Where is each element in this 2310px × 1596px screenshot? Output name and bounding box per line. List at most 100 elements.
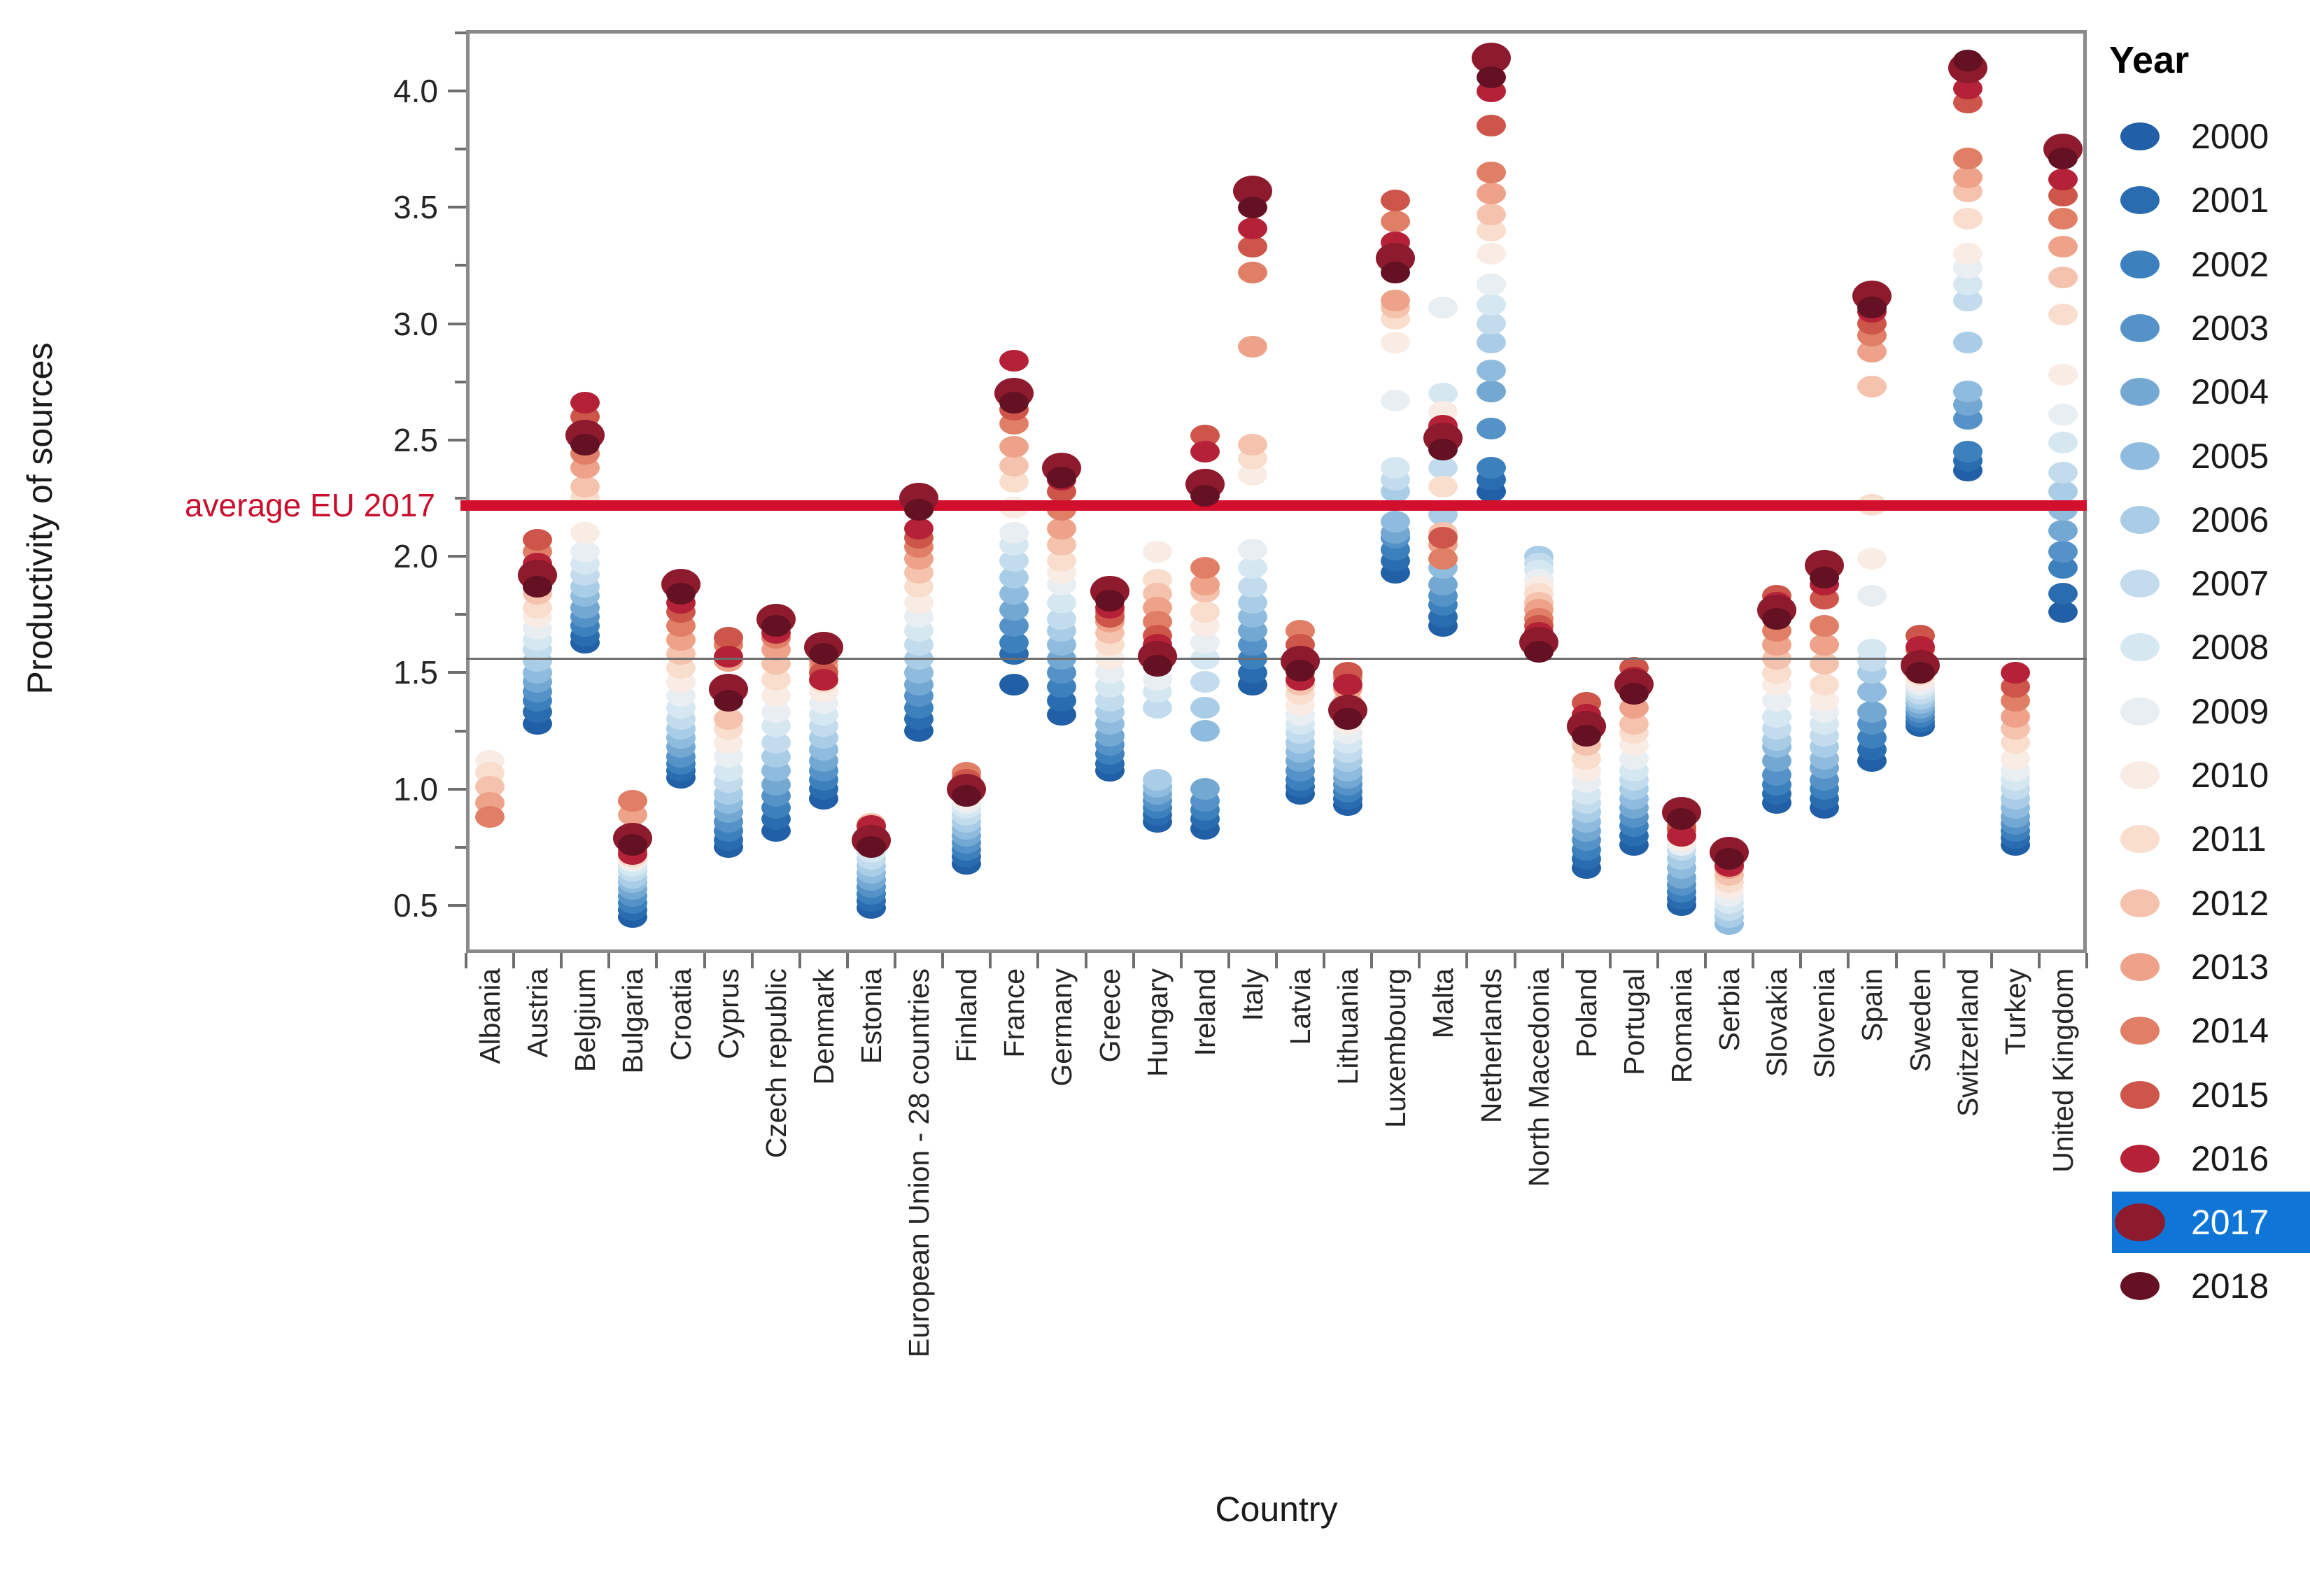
legend-item-2015[interactable]: 2015 <box>2097 1064 2310 1126</box>
data-point-luxembourg-2013[interactable] <box>1381 289 1411 311</box>
data-point-italy-2007[interactable] <box>1237 575 1267 598</box>
data-point-spain-2009[interactable] <box>1857 585 1887 607</box>
data-point-italy-2015[interactable] <box>1237 236 1267 258</box>
data-point-united-kingdom-2007[interactable] <box>2048 461 2078 483</box>
data-point-north-macedonia-2018[interactable] <box>1523 640 1554 663</box>
data-point-italy-2008[interactable] <box>1237 557 1267 579</box>
data-point-cyprus-2012[interactable] <box>713 708 743 730</box>
data-point-netherlands-2006[interactable] <box>1476 331 1506 353</box>
data-point-netherlands-2013[interactable] <box>1476 182 1506 204</box>
data-point-lithuania-2016[interactable] <box>1333 673 1363 695</box>
data-point-denmark-2018[interactable] <box>808 643 838 665</box>
data-point-switzerland-2011[interactable] <box>1952 208 1982 230</box>
data-point-france-2009[interactable] <box>999 522 1029 544</box>
legend-item-2017[interactable]: 2017 <box>2097 1192 2310 1254</box>
data-point-malta-2018[interactable] <box>1428 438 1458 460</box>
data-point-albania-2014[interactable] <box>475 806 505 828</box>
legend-item-2014[interactable]: 2014 <box>2097 1000 2310 1061</box>
legend-item-2000[interactable]: 2000 <box>2097 106 2310 167</box>
data-point-slovenia-2011[interactable] <box>1810 673 1840 695</box>
legend-item-2016[interactable]: 2016 <box>2097 1128 2310 1189</box>
data-point-united-kingdom-2012[interactable] <box>2048 266 2078 288</box>
data-point-united-kingdom-2013[interactable] <box>2048 236 2078 258</box>
data-point-netherlands-2009[interactable] <box>1476 273 1506 295</box>
data-point-european-union-28-countries-2016[interactable] <box>904 517 934 539</box>
data-point-united-kingdom-2006[interactable] <box>2048 480 2078 502</box>
data-point-switzerland-2006[interactable] <box>1952 331 1982 353</box>
data-point-romania-2018[interactable] <box>1667 808 1696 831</box>
data-point-switzerland-2014[interactable] <box>1952 147 1982 169</box>
legend-item-2010[interactable]: 2010 <box>2097 744 2310 806</box>
data-point-ireland-2016[interactable] <box>1190 440 1220 462</box>
data-point-czech-republic-2018[interactable] <box>761 615 791 637</box>
legend-item-2002[interactable]: 2002 <box>2097 234 2310 295</box>
data-point-spain-2012[interactable] <box>1857 375 1887 397</box>
data-point-switzerland-2010[interactable] <box>1952 243 1982 265</box>
data-point-spain-2018[interactable] <box>1857 296 1887 318</box>
data-point-luxembourg-2009[interactable] <box>1381 389 1411 411</box>
legend-item-2011[interactable]: 2011 <box>2097 808 2310 870</box>
data-point-switzerland-2005[interactable] <box>1952 380 1982 402</box>
legend-item-2001[interactable]: 2001 <box>2097 169 2310 231</box>
legend-item-2006[interactable]: 2006 <box>2097 489 2310 551</box>
legend-item-2007[interactable]: 2007 <box>2097 553 2310 614</box>
data-point-ireland-2014[interactable] <box>1190 557 1220 579</box>
legend-item-2013[interactable]: 2013 <box>2097 936 2310 998</box>
data-point-spain-2004[interactable] <box>1857 701 1887 723</box>
data-point-italy-2009[interactable] <box>1237 538 1267 560</box>
data-point-luxembourg-2010[interactable] <box>1381 331 1411 353</box>
data-point-slovenia-2012[interactable] <box>1810 652 1840 675</box>
data-point-united-kingdom-2011[interactable] <box>2048 303 2078 325</box>
data-point-netherlands-2018[interactable] <box>1476 66 1506 88</box>
legend-item-2018[interactable]: 2018 <box>2097 1255 2310 1317</box>
data-point-switzerland-2018[interactable] <box>1952 50 1982 72</box>
data-point-hungary-2010[interactable] <box>1142 540 1172 563</box>
data-point-united-kingdom-2003[interactable] <box>2048 540 2078 563</box>
data-point-italy-2014[interactable] <box>1237 261 1267 283</box>
data-point-ireland-2006[interactable] <box>1190 696 1220 719</box>
data-point-malta-2011[interactable] <box>1428 475 1458 497</box>
data-point-italy-2012[interactable] <box>1237 434 1267 456</box>
legend-item-2009[interactable]: 2009 <box>2097 681 2310 742</box>
data-point-latvia-2018[interactable] <box>1286 659 1316 682</box>
data-point-austria-2015[interactable] <box>523 529 553 551</box>
data-point-cyprus-2018[interactable] <box>713 689 743 712</box>
data-point-spain-2005[interactable] <box>1857 680 1887 702</box>
data-point-bulgaria-2018[interactable] <box>618 834 648 856</box>
data-point-slovenia-2014[interactable] <box>1810 615 1840 637</box>
legend-item-2012[interactable]: 2012 <box>2097 873 2310 934</box>
data-point-netherlands-2008[interactable] <box>1476 294 1506 316</box>
data-point-malta-2015[interactable] <box>1428 527 1458 549</box>
data-point-sweden-2018[interactable] <box>1905 661 1935 684</box>
data-point-spain-2010[interactable] <box>1857 547 1887 570</box>
data-point-netherlands-2010[interactable] <box>1476 243 1506 265</box>
data-point-poland-2018[interactable] <box>1571 724 1601 747</box>
data-point-portugal-2018[interactable] <box>1619 682 1649 705</box>
data-point-luxembourg-2015[interactable] <box>1381 189 1411 211</box>
data-point-united-kingdom-2004[interactable] <box>2048 520 2078 542</box>
data-point-ireland-2005[interactable] <box>1190 720 1220 742</box>
data-point-slovenia-2018[interactable] <box>1810 566 1840 588</box>
data-point-croatia-2018[interactable] <box>665 582 696 605</box>
data-point-estonia-2018[interactable] <box>857 836 886 859</box>
data-point-france-2016[interactable] <box>999 350 1029 372</box>
legend-item-2003[interactable]: 2003 <box>2097 297 2310 359</box>
data-point-netherlands-2003[interactable] <box>1476 417 1506 439</box>
data-point-netherlands-2002[interactable] <box>1476 457 1506 479</box>
data-point-luxembourg-2018[interactable] <box>1381 261 1411 283</box>
legend-item-2005[interactable]: 2005 <box>2097 425 2310 487</box>
data-point-netherlands-2012[interactable] <box>1476 203 1506 225</box>
data-point-malta-2007[interactable] <box>1428 457 1458 479</box>
data-point-belgium-2010[interactable] <box>570 522 600 544</box>
data-point-netherlands-2004[interactable] <box>1476 380 1506 402</box>
data-point-netherlands-2007[interactable] <box>1476 313 1506 335</box>
data-point-france-2012[interactable] <box>999 454 1029 476</box>
data-point-malta-2014[interactable] <box>1428 547 1458 570</box>
data-point-france-2018[interactable] <box>999 392 1029 414</box>
data-point-ireland-2007[interactable] <box>1190 671 1220 693</box>
data-point-cyprus-2016[interactable] <box>713 645 743 668</box>
legend-item-2004[interactable]: 2004 <box>2097 361 2310 423</box>
data-point-united-kingdom-2008[interactable] <box>2048 431 2078 453</box>
data-point-lithuania-2018[interactable] <box>1333 708 1363 730</box>
data-point-italy-2018[interactable] <box>1237 196 1267 218</box>
